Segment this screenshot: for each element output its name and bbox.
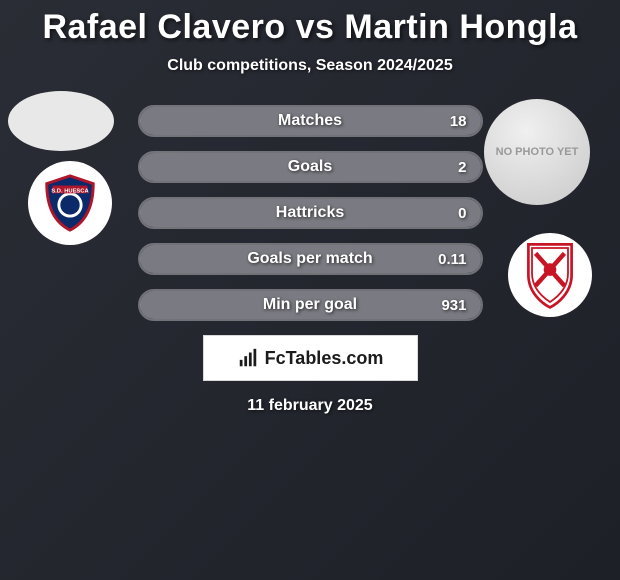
svg-text:S.D. HUESCA: S.D. HUESCA: [51, 188, 89, 194]
page-subtitle: Club competitions, Season 2024/2025: [0, 57, 620, 75]
stat-label: Min per goal: [263, 296, 357, 314]
player-photo-right-placeholder: NO PHOTO YET: [484, 99, 590, 205]
huesca-crest-icon: S.D. HUESCA: [39, 172, 101, 234]
stat-row: 18 Matches: [138, 105, 483, 137]
stat-right-value: 2: [458, 159, 466, 176]
date-label: 11 february 2025: [0, 397, 620, 415]
stat-row: 2 Goals: [138, 151, 483, 183]
no-photo-label: NO PHOTO YET: [496, 146, 579, 158]
stat-right-value: 931: [441, 297, 466, 314]
comparison-area: NO PHOTO YET S.D. HUESCA 18 Matches 2 Goals…: [0, 105, 620, 415]
stat-right-value: 0.11: [438, 251, 466, 268]
stat-row: 0.11 Goals per match: [138, 243, 483, 275]
stat-label: Hattricks: [276, 204, 344, 222]
stat-row: 0 Hattricks: [138, 197, 483, 229]
stat-label: Goals per match: [247, 250, 372, 268]
club-badge-left: S.D. HUESCA: [28, 161, 112, 245]
stat-label: Matches: [278, 112, 342, 130]
player-photo-left: [8, 91, 114, 151]
root: Rafael Clavero vs Martin Hongla Club com…: [0, 0, 620, 415]
granada-crest-icon: [521, 239, 579, 311]
stat-label: Goals: [288, 158, 332, 176]
stat-row: 931 Min per goal: [138, 289, 483, 321]
page-title: Rafael Clavero vs Martin Hongla: [0, 8, 620, 47]
chart-icon: [237, 347, 259, 369]
brand-badge[interactable]: FcTables.com: [203, 335, 418, 381]
stat-right-value: 18: [450, 113, 467, 130]
brand-label: FcTables.com: [265, 348, 384, 369]
club-badge-right: [508, 233, 592, 317]
stat-right-value: 0: [458, 205, 466, 222]
